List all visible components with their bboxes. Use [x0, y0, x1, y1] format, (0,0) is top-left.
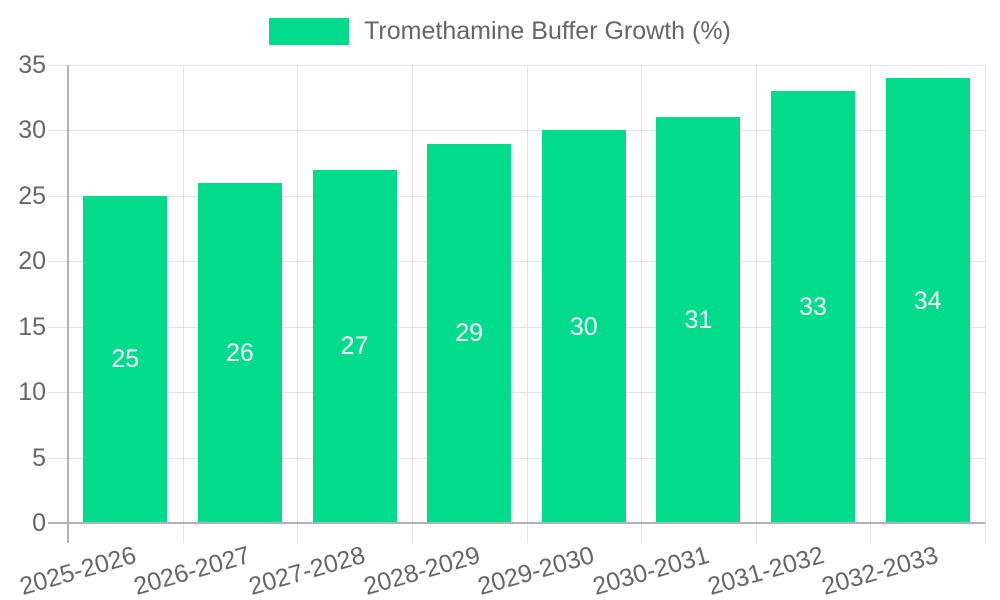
x-tick-label: 2027-2028	[245, 541, 369, 600]
h-gridline	[48, 326, 985, 328]
y-tick-label: 25	[18, 181, 46, 210]
bar[interactable]	[885, 78, 970, 523]
bar-value-label: 33	[799, 293, 827, 322]
h-gridline	[48, 65, 985, 66]
v-gridline	[985, 65, 986, 543]
y-tick-label: 30	[18, 116, 46, 145]
bar[interactable]	[83, 195, 168, 523]
x-tick-label: 2028-2029	[360, 541, 483, 600]
bar[interactable]	[427, 143, 512, 523]
bar[interactable]	[656, 117, 741, 523]
v-gridline	[526, 65, 528, 543]
x-tick-label: 2030-2031	[589, 541, 713, 600]
y-tick-label: 5	[32, 443, 46, 472]
bar[interactable]	[197, 182, 282, 523]
bar-value-label: 30	[569, 312, 598, 341]
bar-value-label: 25	[111, 345, 140, 374]
v-gridline	[870, 65, 872, 543]
y-tick-label: 0	[32, 509, 46, 537]
bar-value-label: 31	[684, 306, 713, 335]
y-tick-label: 20	[18, 247, 46, 276]
x-tick-label: 2029-2030	[474, 541, 598, 600]
h-gridline	[48, 457, 985, 459]
bar-value-label: 34	[913, 286, 942, 315]
v-gridline	[182, 65, 184, 543]
bar[interactable]	[771, 91, 856, 523]
bar[interactable]	[541, 130, 626, 523]
chart-legend: Tromethamine Buffer Growth (%)	[0, 14, 1000, 48]
v-gridline	[755, 65, 757, 543]
legend-swatch	[269, 17, 350, 45]
y-tick-label: 10	[18, 378, 46, 407]
x-tick-label: 2025-2026	[16, 541, 140, 600]
x-tick-label: 2026-2027	[131, 541, 254, 600]
h-gridline	[48, 195, 985, 197]
x-tick-label: 2032-2033	[818, 541, 942, 600]
y-tick-label: 15	[18, 312, 46, 341]
y-axis-line	[67, 65, 69, 543]
bar-value-label: 26	[226, 338, 254, 367]
v-gridline	[297, 65, 299, 543]
bar-value-label: 27	[340, 332, 369, 361]
h-gridline	[48, 261, 985, 263]
bar[interactable]	[312, 169, 397, 523]
x-tick-label: 2031-2032	[704, 541, 827, 600]
x-axis-baseline	[48, 522, 985, 524]
v-gridline	[641, 65, 643, 543]
y-tick-label: 35	[18, 51, 46, 79]
bar-value-label: 29	[455, 319, 484, 348]
h-gridline	[48, 392, 985, 394]
legend-label: Tromethamine Buffer Growth (%)	[364, 16, 731, 45]
v-gridline	[411, 65, 413, 543]
h-gridline	[48, 130, 985, 132]
